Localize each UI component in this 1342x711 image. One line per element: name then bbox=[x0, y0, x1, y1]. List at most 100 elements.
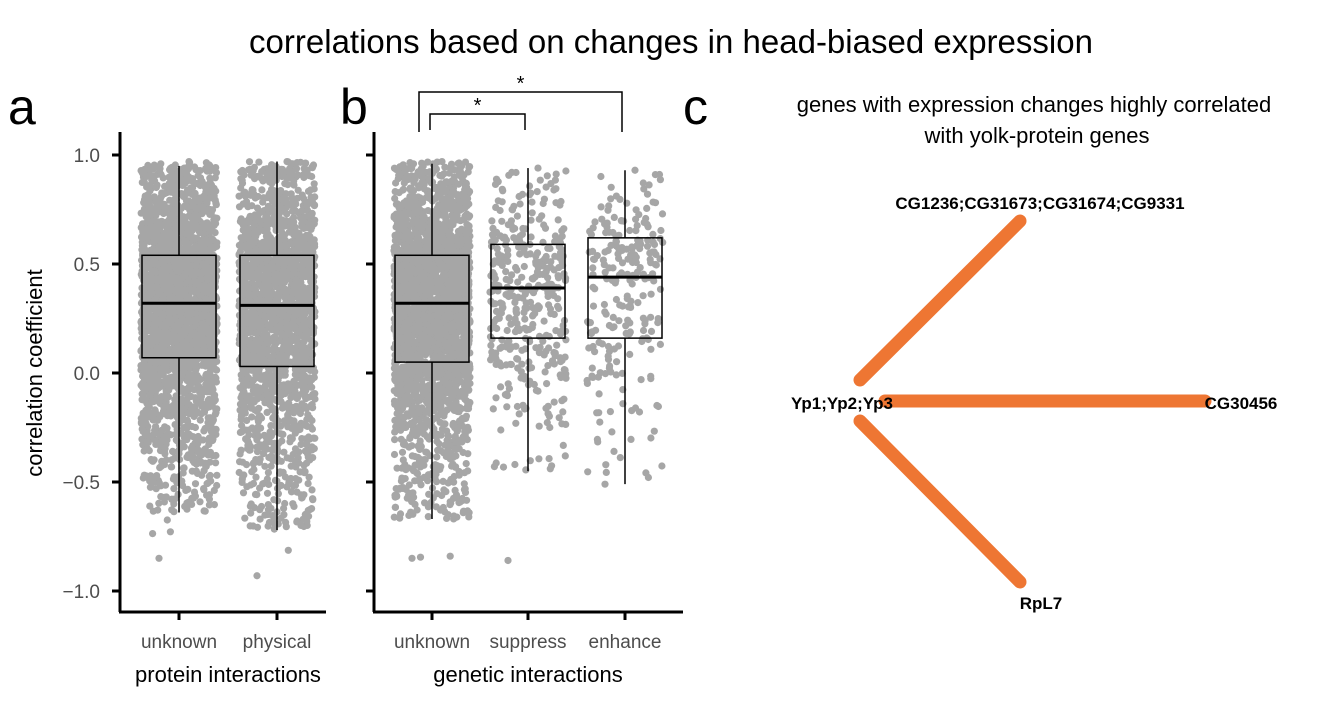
data-point bbox=[195, 197, 203, 206]
data-point bbox=[255, 432, 263, 440]
data-point bbox=[185, 383, 193, 391]
data-point bbox=[246, 291, 254, 299]
data-point bbox=[202, 224, 210, 232]
data-point bbox=[158, 270, 166, 278]
data-point bbox=[237, 252, 245, 260]
data-point bbox=[156, 365, 164, 373]
data-point bbox=[187, 392, 195, 401]
data-point bbox=[282, 523, 290, 531]
data-point bbox=[278, 381, 286, 390]
data-point bbox=[296, 238, 304, 246]
data-point bbox=[244, 437, 252, 445]
data-point bbox=[146, 502, 154, 510]
data-point bbox=[291, 445, 300, 453]
panel-b: b unknown suppress enhance genetic interac… bbox=[340, 73, 683, 687]
data-point bbox=[289, 207, 297, 215]
data-point bbox=[163, 516, 171, 524]
data-point bbox=[199, 287, 207, 295]
data-point bbox=[272, 162, 280, 170]
y-tick-label: 0.5 bbox=[74, 255, 100, 276]
data-point bbox=[181, 435, 189, 443]
data-point bbox=[253, 340, 261, 349]
data-point bbox=[196, 416, 204, 424]
data-point bbox=[165, 173, 173, 181]
data-point bbox=[271, 270, 279, 278]
data-point bbox=[296, 255, 304, 263]
data-point bbox=[280, 235, 288, 244]
data-point bbox=[141, 225, 150, 233]
data-point bbox=[305, 473, 313, 481]
data-point bbox=[284, 167, 292, 176]
data-point bbox=[146, 326, 154, 335]
data-point bbox=[291, 336, 299, 345]
data-point bbox=[287, 297, 295, 305]
panel-letter-a: a bbox=[8, 79, 36, 135]
data-point bbox=[189, 214, 197, 222]
data-point bbox=[213, 471, 221, 479]
data-point bbox=[254, 268, 262, 276]
y-axis-ticks-a: 1.00.50.0−0.5−1.0 bbox=[62, 146, 100, 603]
data-point bbox=[240, 290, 248, 299]
data-point bbox=[236, 450, 244, 458]
data-point bbox=[308, 446, 316, 454]
data-point bbox=[289, 500, 297, 508]
data-point bbox=[239, 489, 248, 497]
data-point bbox=[176, 387, 184, 395]
plot-a: unknown physical bbox=[112, 132, 326, 653]
data-point bbox=[298, 494, 306, 502]
data-point bbox=[265, 292, 273, 301]
data-point bbox=[137, 362, 145, 370]
data-point bbox=[310, 434, 318, 442]
data-point bbox=[292, 371, 300, 379]
data-point bbox=[262, 282, 270, 290]
data-point bbox=[262, 243, 270, 251]
data-point bbox=[160, 221, 168, 229]
data-point bbox=[279, 430, 287, 438]
data-point bbox=[281, 401, 289, 409]
data-point bbox=[261, 511, 269, 519]
x-tick-label-physical: physical bbox=[243, 632, 312, 653]
data-point bbox=[248, 380, 256, 389]
data-point bbox=[171, 454, 179, 462]
data-point bbox=[200, 345, 208, 353]
data-point bbox=[156, 394, 164, 402]
data-point bbox=[298, 221, 306, 229]
data-point bbox=[303, 521, 311, 530]
data-point bbox=[185, 157, 193, 166]
data-point bbox=[264, 169, 273, 177]
data-point bbox=[192, 365, 200, 373]
data-point bbox=[304, 187, 313, 195]
data-point bbox=[266, 373, 274, 381]
data-point bbox=[148, 456, 156, 465]
data-point bbox=[294, 393, 302, 402]
data-point bbox=[269, 306, 277, 314]
data-point bbox=[256, 505, 264, 513]
data-point bbox=[308, 486, 316, 494]
data-point bbox=[152, 375, 160, 383]
data-point bbox=[156, 464, 164, 472]
data-point bbox=[239, 341, 247, 349]
data-point bbox=[200, 386, 208, 394]
data-point bbox=[162, 235, 170, 243]
data-point bbox=[201, 424, 209, 433]
data-point bbox=[295, 278, 303, 286]
data-point bbox=[296, 214, 305, 222]
data-point bbox=[247, 312, 255, 320]
data-point bbox=[244, 203, 252, 211]
data-point bbox=[265, 480, 273, 488]
data-point bbox=[179, 469, 187, 477]
data-point bbox=[284, 546, 292, 554]
data-point bbox=[156, 358, 164, 366]
data-point bbox=[277, 330, 285, 338]
data-point bbox=[304, 411, 312, 419]
box-unknown bbox=[137, 157, 221, 562]
data-point bbox=[268, 237, 277, 245]
data-point bbox=[147, 358, 156, 366]
data-point bbox=[273, 323, 281, 331]
data-point bbox=[241, 514, 249, 522]
data-point bbox=[246, 502, 254, 510]
data-point bbox=[273, 290, 282, 298]
data-point bbox=[238, 306, 246, 314]
data-point bbox=[291, 457, 299, 465]
data-point bbox=[201, 267, 209, 275]
